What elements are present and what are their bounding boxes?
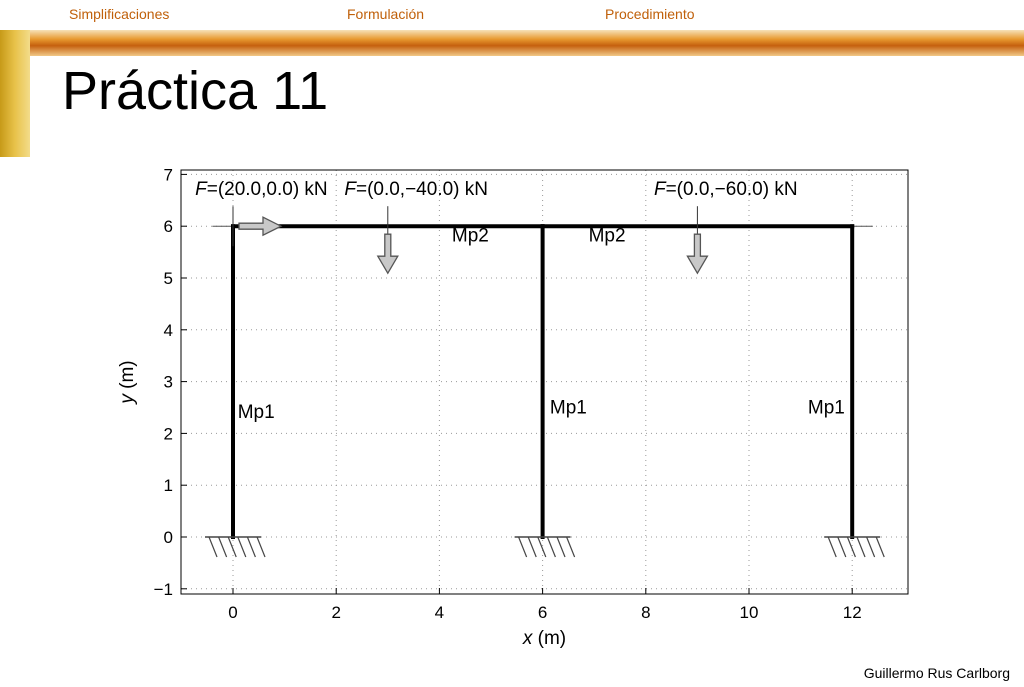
nav-link-procedimiento[interactable]: Procedimiento (605, 6, 695, 22)
side-accent-bar (0, 30, 30, 157)
support-hatch (256, 536, 266, 558)
support-hatch (556, 536, 566, 558)
fixed-support (514, 536, 576, 558)
member-label: Mp1 (808, 398, 845, 419)
member-label: Mp2 (452, 226, 489, 247)
y-tick-label: 0 (164, 528, 173, 547)
force-arrow-down (686, 233, 709, 275)
support-hatch (218, 536, 228, 558)
x-tick-label: 2 (331, 603, 340, 622)
author-footer: Guillermo Rus Carlborg (863, 665, 1010, 681)
member-label: Mp1 (550, 398, 587, 419)
support-hatch (237, 536, 247, 558)
support-hatch (837, 536, 847, 558)
nav-link-formulacion[interactable]: Formulación (347, 6, 425, 22)
support-hatch (546, 536, 556, 558)
y-tick-label: 3 (164, 373, 173, 392)
member-label: Mp2 (589, 226, 626, 247)
force-label: F=(20.0,0.0) kN (195, 179, 328, 200)
support-hatch (827, 536, 837, 558)
nav-link-simplificaciones[interactable]: Simplificaciones (69, 6, 170, 22)
y-tick-label: 5 (164, 269, 173, 288)
support-hatch (246, 536, 256, 558)
support-hatch (227, 536, 237, 558)
y-tick-label: 7 (164, 165, 173, 184)
support-hatch (856, 536, 866, 558)
force-arrow-right (238, 216, 283, 237)
support-hatch (846, 536, 856, 558)
y-tick-label: −1 (154, 580, 173, 599)
force-arrow-down (376, 233, 399, 275)
y-tick-label: 4 (164, 321, 173, 340)
x-tick-label: 0 (228, 603, 237, 622)
y-axis-label: y (m) (117, 360, 138, 405)
support-hatch (518, 536, 528, 558)
x-tick-label: 4 (435, 603, 444, 622)
x-axis-label: x (m) (522, 628, 566, 649)
x-tick-label: 10 (740, 603, 759, 622)
x-tick-label: 8 (641, 603, 650, 622)
y-tick-label: 2 (164, 424, 173, 443)
x-tick-label: 12 (843, 603, 862, 622)
y-tick-label: 1 (164, 476, 173, 495)
slide-title: Práctica 11 (62, 61, 329, 121)
fixed-support (824, 536, 885, 558)
support-hatch (566, 536, 576, 558)
x-tick-label: 6 (538, 603, 547, 622)
support-hatch (537, 536, 547, 558)
force-label: F=(0.0,−40.0) kN (344, 179, 488, 200)
y-tick-label: 6 (164, 217, 173, 236)
support-hatch (527, 536, 537, 558)
force-label: F=(0.0,−60.0) kN (654, 179, 798, 200)
support-hatch (875, 536, 885, 558)
member-label: Mp1 (238, 402, 275, 423)
support-hatch (866, 536, 876, 558)
top-navigation: Simplificaciones Formulación Procedimien… (0, 0, 1024, 30)
fixed-support (205, 536, 266, 558)
header-band (0, 30, 1024, 56)
support-hatch (208, 536, 218, 558)
